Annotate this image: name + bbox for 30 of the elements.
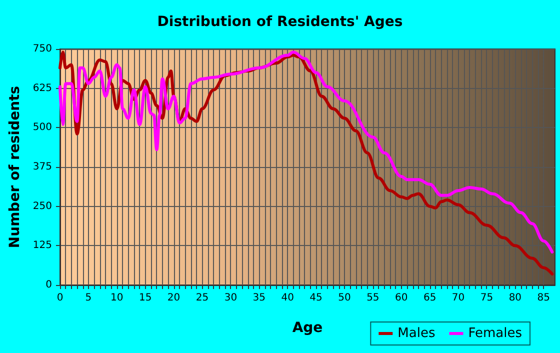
x-tick-label: 35 <box>252 292 266 304</box>
x-tick-label: 30 <box>224 292 238 304</box>
x-axis-title: Age <box>292 320 323 336</box>
legend-label: Females <box>468 326 522 341</box>
x-tick-label: 40 <box>281 292 294 304</box>
x-tick-label: 75 <box>480 292 494 304</box>
x-tick-label: 80 <box>508 292 522 304</box>
y-tick-label: 500 <box>32 122 52 134</box>
x-tick-label: 10 <box>110 292 124 304</box>
x-tick-label: 5 <box>85 292 92 304</box>
x-tick-label: 60 <box>395 292 408 304</box>
x-tick-label: 50 <box>338 292 351 304</box>
x-tick-label: 25 <box>196 292 209 304</box>
chart-title: Distribution of Residents' Ages <box>157 14 403 30</box>
y-tick-label: 0 <box>46 280 52 290</box>
x-tick-label: 45 <box>310 292 322 304</box>
x-tick-label: 85 <box>537 292 550 304</box>
x-tick-label: 70 <box>452 292 465 304</box>
x-tick-label: 65 <box>423 292 436 304</box>
y-tick-label: 375 <box>32 162 52 172</box>
x-tick-label: 55 <box>366 292 380 304</box>
y-tick-label: 750 <box>32 44 52 54</box>
legend-label: Males <box>398 326 436 341</box>
x-tick-label: 20 <box>167 292 180 304</box>
x-tick-label: 0 <box>56 292 64 304</box>
y-axis-title: Number of residents <box>7 86 23 248</box>
x-tick-label: 15 <box>138 292 152 304</box>
y-tick-label: 625 <box>32 82 52 94</box>
y-tick-label: 125 <box>32 240 52 252</box>
y-tick-label: 250 <box>32 200 52 212</box>
